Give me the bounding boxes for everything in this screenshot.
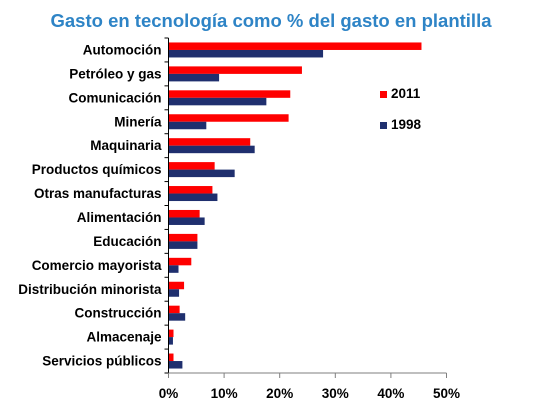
x-tick-labels: 0% 10% 20% 30% 40% 50% [159, 386, 460, 401]
bar-2011 [168, 114, 289, 122]
bar-2011 [168, 257, 192, 266]
bar-2011 [168, 162, 215, 170]
category-label: Educación [93, 234, 161, 249]
x-tick-label: 40% [377, 386, 404, 401]
bar-1998 [168, 169, 235, 178]
bar-1998 [168, 145, 255, 154]
bar-1998 [168, 361, 183, 369]
bar-1998 [168, 289, 180, 297]
category-label: Distribución minorista [18, 282, 162, 297]
legend-swatch-2011 [380, 91, 387, 98]
category-label: Otras manufacturas [34, 186, 162, 201]
category-label: Servicios públicos [42, 354, 161, 369]
category-label: Comunicación [68, 90, 161, 105]
chart-title: Gasto en tecnología como % del gasto en … [51, 10, 493, 31]
legend-label-2011: 2011 [391, 86, 421, 101]
bar-1998 [168, 193, 218, 202]
category-label: Maquinaria [90, 138, 162, 153]
x-tick-label: 30% [322, 386, 349, 401]
legend: 2011 1998 [380, 86, 422, 132]
bar-1998 [168, 313, 186, 321]
x-tick-label: 20% [266, 386, 293, 401]
x-tick-label: 0% [159, 386, 179, 401]
bar-1998 [168, 217, 205, 225]
category-label: Minería [114, 114, 162, 129]
bar-2011 [168, 90, 291, 98]
bar-2011 [168, 209, 200, 218]
category-label: Almacenaje [86, 330, 162, 345]
category-label: Alimentación [77, 210, 162, 225]
bar-2011 [168, 305, 180, 314]
axis-layer [164, 37, 447, 378]
bar-2011 [168, 66, 302, 74]
category-label: Productos químicos [32, 162, 162, 177]
bar-2011 [168, 329, 174, 338]
bar-1998 [168, 49, 324, 58]
bars-layer [168, 42, 422, 369]
bar-1998 [168, 241, 198, 249]
bar-1998 [168, 265, 179, 273]
legend-label-1998: 1998 [391, 117, 422, 132]
bar-2011 [168, 233, 198, 242]
bar-2011 [168, 186, 213, 194]
bar-2011 [168, 138, 251, 146]
legend-swatch-1998 [380, 122, 387, 129]
bar-1998 [168, 73, 220, 82]
bar-1998 [168, 337, 173, 345]
x-tick-label: 50% [433, 386, 460, 401]
category-label: Automoción [83, 42, 162, 57]
bar-2011 [168, 353, 174, 362]
bar-2011 [168, 281, 185, 290]
x-tick-label: 10% [211, 386, 238, 401]
category-label: Comercio mayorista [32, 258, 162, 273]
category-label: Construcción [74, 306, 161, 321]
bar-1998 [168, 97, 267, 106]
category-label: Petróleo y gas [69, 66, 161, 81]
bar-2011 [168, 42, 422, 50]
bar-1998 [168, 121, 207, 130]
category-labels: Automoción Petróleo y gas Comunicación Mine… [18, 42, 162, 368]
